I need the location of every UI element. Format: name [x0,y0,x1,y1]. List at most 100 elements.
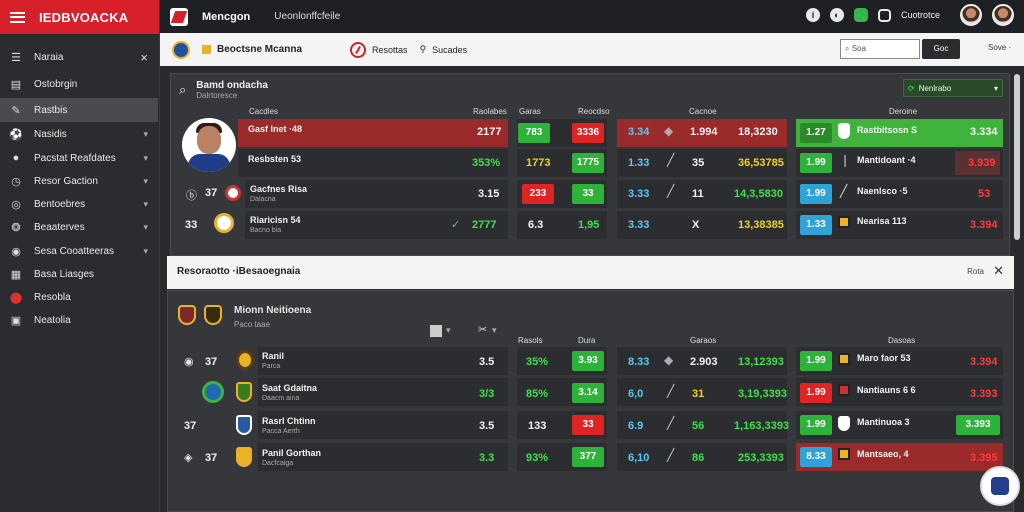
results-icon[interactable] [350,41,367,58]
sidebar-item-11[interactable]: ▣ Neatolia [0,308,158,332]
store-icon[interactable] [853,8,868,22]
table-row[interactable] [238,149,508,177]
pick-pill[interactable]: 1.99 [800,351,832,371]
results-link[interactable]: Resottas [372,44,408,55]
avatar[interactable] [960,4,982,26]
pick-odds-box[interactable] [955,151,1000,175]
scrollbar[interactable] [1014,74,1020,240]
sidebar-item-label: Ostobrgin [34,78,78,90]
table-row[interactable] [258,443,508,471]
app-icon[interactable] [170,7,188,26]
sidebar-item-6[interactable]: ◎ Bentoebres ▾ [0,192,158,216]
odds-pill[interactable]: 233 [522,184,554,204]
close-icon[interactable]: × [140,49,148,65]
sidebar-item-5[interactable]: ◷ Resor Gaction ▾ [0,169,158,193]
info-icon[interactable]: i [805,8,820,22]
account-label[interactable]: Cuotrotce [900,10,940,20]
odds-pill[interactable]: 3.14 [572,383,604,403]
tools-icon[interactable]: ✂ [478,324,488,336]
football-icon: ◎ [11,198,21,211]
market-cell [617,180,787,208]
chat-icon[interactable]: ◐ [829,8,844,22]
app-subtitle[interactable]: Ueonlonffcfeile [274,11,341,22]
play-icon[interactable]: ⓑ [186,190,197,202]
odds-pill[interactable]: 3.93 [572,351,604,371]
hamburger-menu-icon[interactable] [10,11,25,23]
team-name[interactable]: Beoctsne Mcanna [217,44,303,55]
pick-pill[interactable]: 1.27 [800,123,832,143]
odds-pill[interactable]: 377 [572,447,604,467]
statistics-link[interactable]: Sucades [432,44,468,55]
table-row[interactable] [258,347,508,375]
table-row[interactable] [258,411,508,439]
pick-odds: 3.394 [970,356,998,368]
search-placeholder: Soa [851,44,866,53]
odds-pill[interactable]: 3336 [572,123,604,143]
more-menu[interactable]: Sove · [988,43,1012,52]
search-icon[interactable]: ⌕ [179,82,187,97]
chevron-down-icon[interactable]: ▾ [143,221,148,232]
go-button[interactable]: Goc [922,39,960,59]
club-crest-icon [178,305,196,325]
market-value: 3.33 [628,219,650,231]
avatar-secondary[interactable] [992,4,1014,26]
market-cell [617,411,787,439]
sidebar-item-10[interactable]: ⬤ Resobla [0,285,158,309]
search-input[interactable]: ⌕ Soa [840,39,920,59]
chevron-down-icon[interactable]: ▾ [143,245,148,256]
sidebar-item-8[interactable]: ◉ Sesa Cooatteeras ▾ [0,239,158,263]
sidebar-item-2[interactable]: ✎ Rastbis [0,98,158,122]
pick-pill[interactable]: 1.99 [800,153,832,173]
football-icon[interactable]: ◈ [184,452,193,464]
chevron-down-icon[interactable]: ▾ [446,325,451,335]
team-sub: Pacca Aerth [262,428,300,435]
odds-pill[interactable]: 783 [518,123,550,143]
pick-pill[interactable]: 1.33 [800,215,832,235]
close-icon[interactable]: ✕ [993,263,1004,278]
table-row[interactable] [238,119,508,147]
brand-logo[interactable]: IEDBVOACKA [39,9,129,25]
sidebar-item-4[interactable]: ● Pacstat Reafdates ▾ [0,146,158,170]
pen-icon: ╱ [667,384,675,398]
table-row[interactable] [258,378,508,406]
chevron-down-icon[interactable]: ▾ [143,128,148,139]
club-badge-icon [202,381,224,403]
market-total: 18,3230 [738,126,778,138]
sidebar-item-0[interactable]: ☰ Naraia × [0,45,158,69]
chevron-down-icon[interactable]: ▾ [143,152,148,163]
odds-value: 6.3 [528,219,544,231]
pick-odds[interactable]: 3.393 [956,415,1000,435]
pick-pill[interactable]: 1.99 [800,415,832,435]
sidebar-item-3[interactable]: ⚽ Nasidis ▾ [0,122,158,146]
chevron-down-icon[interactable]: ▾ [492,325,497,335]
sidebar-item-7[interactable]: ❂ Beaaterves ▾ [0,215,158,239]
calendar-icon[interactable] [430,325,442,337]
banner-link[interactable]: Rota [967,267,984,276]
link-icon[interactable]: ⚲ [419,44,427,54]
odds-pill[interactable]: 33 [572,184,604,204]
instagram-icon[interactable] [877,8,891,22]
odds-value: 85% [526,388,549,400]
pick-team: Rastbitsosn S [857,125,918,135]
player-photo[interactable] [182,118,236,172]
team-sub: Daacm aina [262,395,300,402]
check-icon: ✓ [451,219,461,231]
football-icon[interactable]: ◉ [184,356,194,368]
table-row[interactable] [245,180,508,208]
team-name: Saat Gdaitna [262,383,318,393]
odds-pill[interactable]: 1775 [572,153,604,173]
sidebar-item-9[interactable]: ▦ Basa Liasges [0,262,158,286]
pick-pill[interactable]: 8.33 [800,447,832,467]
panel-action[interactable]: ⟳ Nenlrabo ▾ [903,79,1003,97]
app-title[interactable]: Mencgon [202,10,251,23]
chevron-down-icon[interactable]: ▾ [143,175,148,186]
chat-button[interactable] [980,466,1020,506]
column-header: Rasols [518,336,543,345]
pick-pill[interactable]: 1.99 [800,184,832,204]
table-row[interactable] [245,211,508,239]
pick-pill[interactable]: 1.99 [800,383,832,403]
odds-pill[interactable]: 33 [572,415,604,435]
market-value: 2.903 [690,356,718,368]
sidebar-item-1[interactable]: ▤ Ostobrgin [0,72,158,96]
chevron-down-icon[interactable]: ▾ [143,198,148,209]
